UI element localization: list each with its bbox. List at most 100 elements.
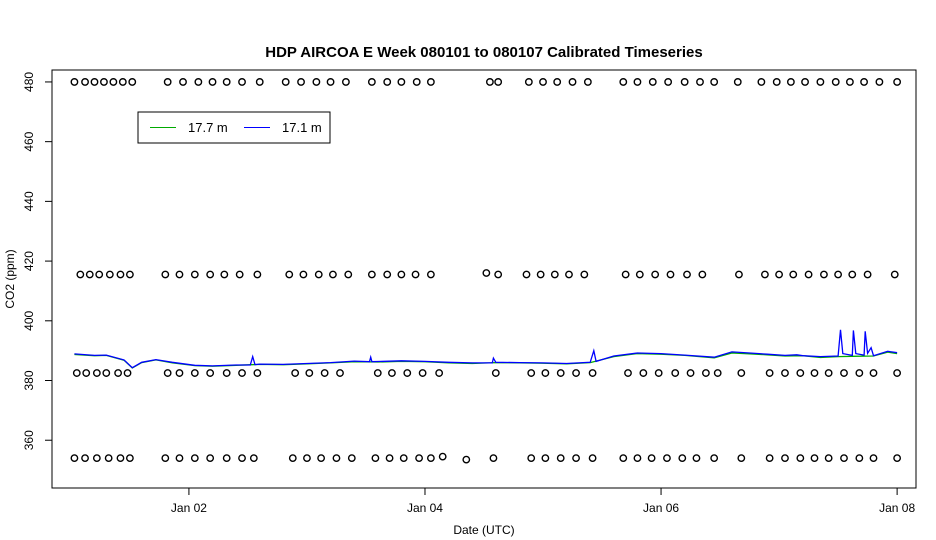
calibration-point	[651, 270, 660, 279]
calibration-point	[692, 454, 701, 463]
calibration-point	[893, 78, 902, 86]
calibration-point	[102, 369, 111, 377]
calibration-point	[299, 270, 308, 279]
calibration-point	[388, 369, 396, 377]
y-tick-label: 400	[22, 310, 36, 330]
calibration-point	[411, 270, 420, 279]
calibration-point	[104, 454, 113, 463]
calibration-point	[238, 454, 246, 463]
calibration-point	[765, 454, 774, 463]
calibration-point	[893, 454, 902, 463]
calibration-point	[281, 78, 290, 86]
x-tick-label: Jan 08	[879, 501, 915, 515]
calibration-point	[696, 78, 704, 86]
calibration-point	[305, 369, 314, 377]
calibration-point	[320, 369, 329, 377]
calibration-point	[222, 369, 231, 377]
calibration-point	[733, 78, 742, 86]
calibration-point	[482, 269, 491, 277]
calibration-point	[412, 78, 421, 86]
calibration-point	[522, 270, 531, 279]
calibration-point	[190, 454, 199, 463]
calibration-point	[161, 454, 170, 463]
calibration-point	[175, 270, 184, 279]
y-tick-label: 420	[22, 251, 36, 271]
legend-label-17-7: 17.7 m	[188, 120, 228, 135]
calibration-point	[128, 78, 137, 86]
calibration-point	[206, 369, 215, 377]
calibration-point	[583, 78, 592, 86]
y-tick-label: 440	[22, 191, 36, 211]
calibration-point	[846, 78, 854, 86]
calibration-point	[761, 270, 769, 279]
calibration-point	[801, 78, 809, 86]
calibration-point	[238, 78, 246, 86]
calibration-point	[702, 369, 710, 377]
calibration-point	[72, 369, 81, 377]
calibration-point	[70, 78, 79, 86]
calibration-point	[831, 78, 840, 86]
calibration-point	[373, 369, 382, 377]
calibration-point	[435, 369, 444, 377]
calibration-point	[855, 369, 864, 377]
calibration-point	[347, 454, 356, 463]
calibration-point	[647, 454, 656, 463]
calibration-point	[297, 78, 305, 86]
y-tick-label: 460	[22, 131, 36, 151]
calibration-point	[666, 270, 675, 279]
calibration-point	[789, 270, 798, 279]
calibration-point	[76, 270, 85, 279]
calibration-point	[82, 369, 91, 377]
calibration-point	[621, 270, 630, 279]
calibration-point	[385, 454, 394, 463]
calibration-point	[848, 270, 857, 279]
y-tick-label: 360	[22, 430, 36, 450]
calibration-point	[840, 454, 848, 463]
calibration-point	[253, 270, 262, 279]
calibration-point	[541, 454, 550, 463]
calibration-point	[664, 78, 673, 86]
calibration-point	[810, 454, 819, 463]
calibration-point	[735, 270, 743, 279]
calibration-point	[890, 270, 899, 279]
calibration-point	[92, 454, 101, 463]
calibration-point	[565, 270, 573, 279]
calibration-point	[633, 454, 642, 463]
calibration-point	[804, 270, 813, 279]
calibration-point	[572, 454, 580, 463]
calibration-point	[619, 454, 628, 463]
calibration-point	[126, 270, 134, 279]
calibration-point	[824, 454, 833, 463]
calibration-point	[399, 454, 408, 463]
calibration-point	[312, 78, 321, 86]
calibration-point	[332, 454, 341, 463]
calibration-point	[710, 454, 719, 463]
calibration-point	[536, 270, 545, 279]
calibration-point	[527, 454, 536, 463]
calibration-point	[875, 78, 884, 86]
calibration-point	[491, 369, 500, 377]
calibration-point	[624, 369, 632, 377]
calibration-point	[397, 78, 406, 86]
calibration-point	[757, 78, 766, 86]
calibration-point	[206, 270, 215, 279]
calibration-point	[494, 78, 503, 86]
calibration-point	[680, 78, 689, 86]
calibration-point	[710, 78, 719, 86]
calibration-point	[70, 454, 79, 463]
plot-frame	[51, 69, 917, 489]
calibration-point	[550, 270, 559, 279]
y-tick-label: 380	[22, 370, 36, 390]
calibration-point	[303, 454, 311, 463]
calibration-point	[580, 270, 589, 279]
calibration-point	[90, 78, 99, 86]
calibration-point	[796, 369, 805, 377]
calibration-point	[619, 78, 628, 86]
calibration-point	[118, 78, 127, 86]
calibration-point	[654, 369, 663, 377]
calibration-point	[314, 270, 323, 279]
calibration-point	[635, 270, 644, 279]
calibration-point	[781, 454, 789, 463]
y-axis-label: CO2 (ppm)	[3, 249, 17, 308]
calibration-point	[489, 454, 498, 463]
